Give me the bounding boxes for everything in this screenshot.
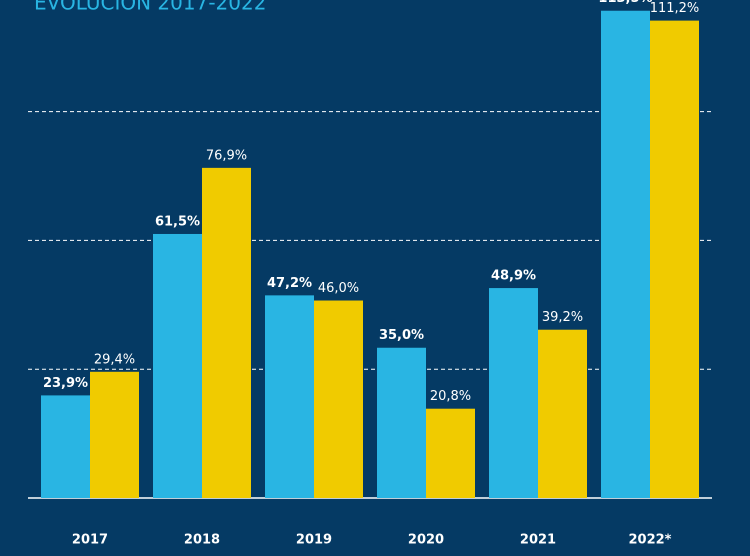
bar xyxy=(538,329,587,498)
bar xyxy=(426,408,475,498)
value-label: 113,5% xyxy=(598,0,652,6)
value-label: 46,0% xyxy=(318,281,359,296)
x-tick-label: 2021 xyxy=(520,533,556,548)
value-label: 47,2% xyxy=(267,276,312,291)
bar xyxy=(265,295,314,498)
value-label: 20,8% xyxy=(430,389,471,404)
bar xyxy=(314,300,363,498)
value-label: 35,0% xyxy=(379,328,424,343)
value-label: 48,9% xyxy=(491,269,536,284)
value-label: 61,5% xyxy=(155,214,200,229)
value-label: 29,4% xyxy=(94,352,135,367)
bar xyxy=(41,395,90,498)
value-label: 39,2% xyxy=(542,310,583,325)
x-tick-label: 2019 xyxy=(296,533,332,548)
x-tick-label: 2022* xyxy=(629,533,672,548)
value-label: 23,9% xyxy=(43,376,88,391)
bar xyxy=(650,20,699,498)
value-label: 111,2% xyxy=(650,1,700,16)
x-tick-label: 2020 xyxy=(408,533,444,548)
bar xyxy=(601,10,650,499)
bar xyxy=(202,167,251,498)
bar xyxy=(153,233,202,499)
bar xyxy=(489,288,538,498)
chart-title: EVOLUCIÓN 2017-2022 xyxy=(34,0,266,15)
x-tick-label: 2018 xyxy=(184,533,220,548)
value-label: 76,9% xyxy=(206,148,247,163)
bar xyxy=(90,371,139,498)
x-tick-label: 2017 xyxy=(72,533,108,548)
bar xyxy=(377,347,426,498)
